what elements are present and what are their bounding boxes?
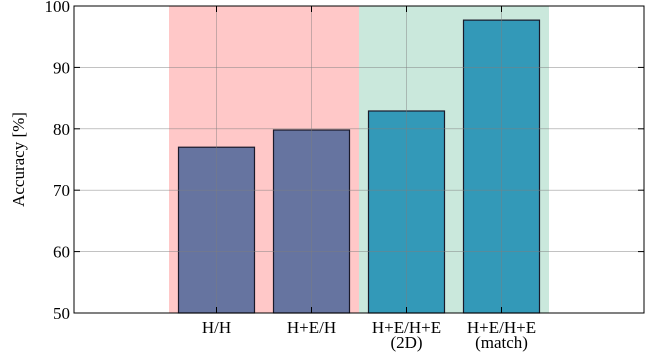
x-category-label-3: H+E/H+E (match) bbox=[467, 318, 536, 352]
x-category-label-line: H+E/H bbox=[287, 318, 336, 337]
x-category-label-2: H+E/H+E (2D) bbox=[372, 318, 441, 352]
plot-frame bbox=[73, 5, 645, 314]
x-category-label-line: H+E/H+E bbox=[372, 318, 441, 337]
y-axis-label: Accuracy [%] bbox=[9, 112, 28, 207]
x-category-label-1: H+E/H bbox=[287, 318, 336, 337]
y-tick-label-3: 80 bbox=[53, 120, 70, 139]
y-tick-label-1: 60 bbox=[53, 243, 70, 262]
x-category-label-line: (match) bbox=[475, 333, 528, 352]
x-category-label-line: (2D) bbox=[390, 333, 422, 352]
y-tick-label-4: 90 bbox=[53, 58, 70, 77]
x-category-label-line: H+E/H+E bbox=[467, 318, 536, 337]
y-tick-label-2: 70 bbox=[53, 181, 70, 200]
x-category-label-0: H/H bbox=[202, 318, 231, 337]
y-tick-label-5: 100 bbox=[45, 0, 71, 16]
y-tick-label-0: 50 bbox=[53, 304, 70, 323]
x-category-label-line: H/H bbox=[202, 318, 231, 337]
